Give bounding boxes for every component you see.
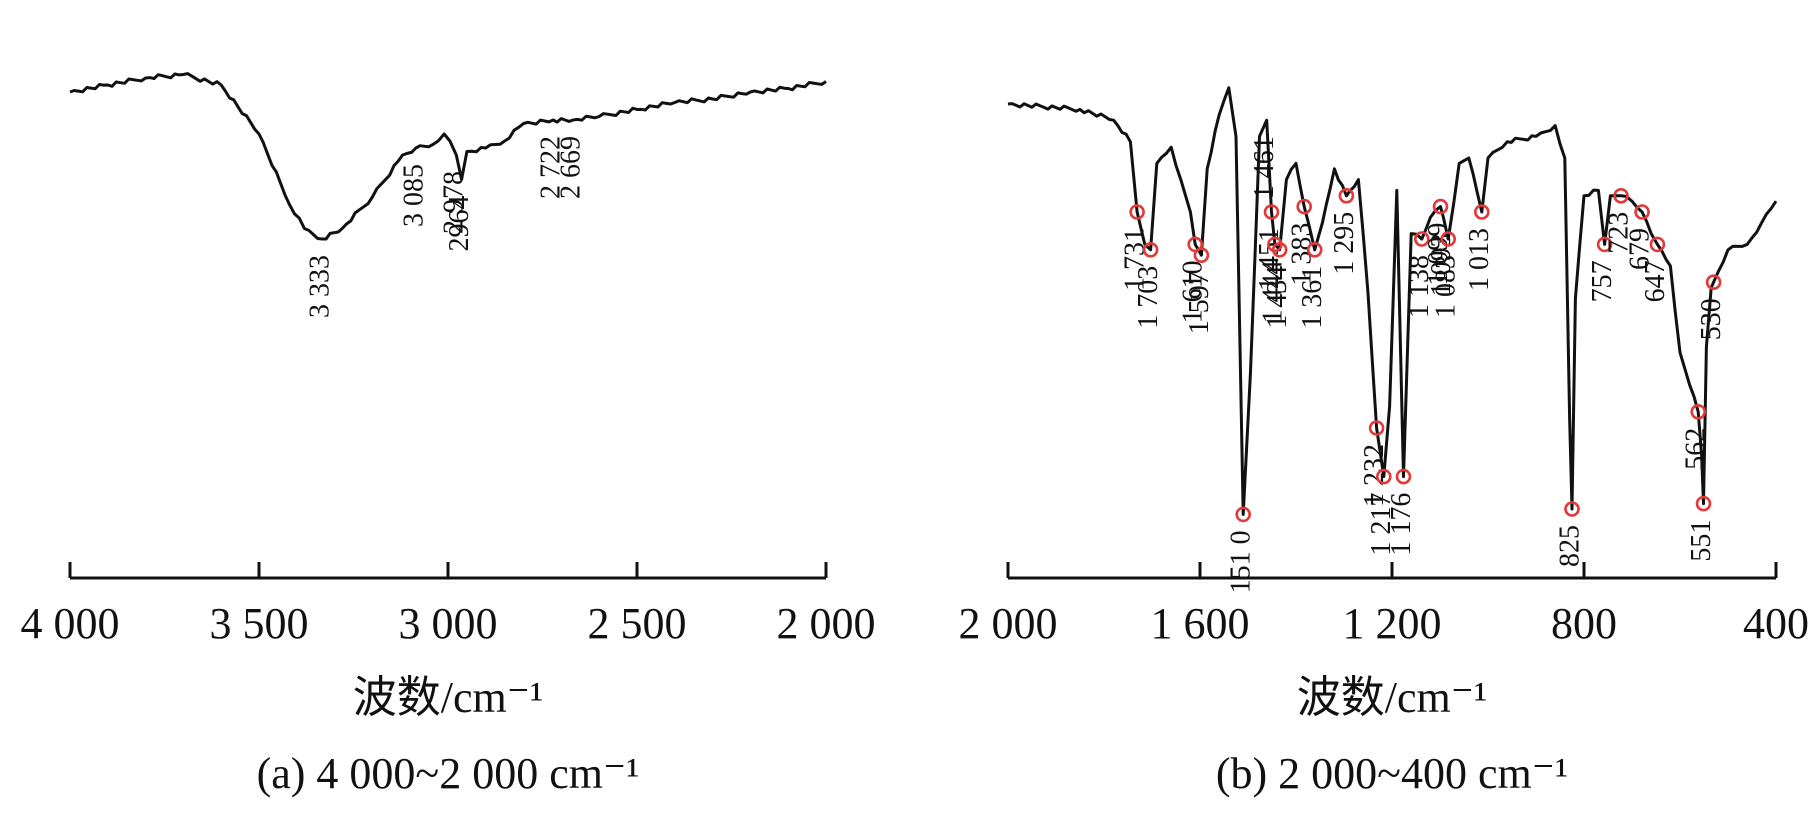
- peak-marker-1232: [1368, 420, 1385, 436]
- peak-marker-562: [1690, 403, 1706, 420]
- panel-a-x-axis-label: 波数/cm⁻¹: [353, 673, 543, 722]
- peak-label-1703: 1 703: [1133, 266, 1164, 329]
- peak-marker-825: [1564, 501, 1580, 517]
- peak-marker-551: [1695, 495, 1712, 512]
- x-tick-label-2000: 2 000: [777, 599, 876, 648]
- peak-label-2669: 2 669: [556, 136, 587, 199]
- peak-label-1013: 1 013: [1464, 228, 1495, 291]
- panel-b-x-axis-label: 波数/cm⁻¹: [1297, 673, 1487, 722]
- pa-series-0-line: [69, 72, 827, 241]
- peak-label-1083: 1 083: [1431, 255, 1462, 318]
- peak-marker-1383: [1296, 198, 1312, 215]
- peak-label-1383: 1 383: [1287, 223, 1318, 286]
- x-tick-label-4000: 4 000: [21, 599, 120, 648]
- peak-label-757: 757: [1587, 260, 1618, 302]
- peak-label-825: 825: [1554, 525, 1585, 567]
- x-tick-label-400: 400: [1743, 599, 1809, 648]
- peak-marker-1434: [1271, 242, 1288, 258]
- x-tick-label-1600: 1 600: [1151, 599, 1250, 648]
- peak-label-1176: 1 176: [1386, 493, 1417, 556]
- peak-label-3085: 3 085: [398, 164, 429, 227]
- peak-label-2964: 2964: [444, 196, 475, 252]
- x-tick-label-2000: 2 000: [959, 599, 1058, 648]
- peak-marker-1138: [1414, 231, 1430, 247]
- peak-label-723: 723: [1603, 212, 1634, 254]
- panel-a-caption: (a) 4 000~2 000 cm⁻¹: [257, 749, 640, 798]
- peak-label-1510: 151 0: [1226, 530, 1257, 593]
- peak-label-3333: 3 333: [305, 255, 336, 318]
- panel-a-x-ticks: 4 000 3 500 3 000 2 500 2 000: [21, 562, 876, 648]
- peak-label-1232: 1 232: [1359, 444, 1390, 507]
- peak-label-1597: 1 597: [1184, 271, 1215, 334]
- panel-b-x-ticks: 2 000 1 600 1 200 800 400: [959, 562, 1809, 648]
- x-tick-label-2500: 2 500: [588, 599, 687, 648]
- peak-marker-1099: [1432, 198, 1449, 215]
- peak-marker-530: [1705, 274, 1722, 291]
- peak-label-647: 647: [1640, 260, 1671, 302]
- peak-label-1217: 1 217: [1366, 493, 1397, 556]
- pb-series-0-line: [1007, 86, 1778, 516]
- peak-marker-1510: [1235, 506, 1251, 523]
- peak-marker-723: [1613, 188, 1629, 204]
- peak-marker-1295: [1338, 188, 1355, 204]
- peak-label-1731: 1 731: [1120, 228, 1151, 291]
- x-tick-label-1200: 1 200: [1343, 599, 1442, 648]
- peak-label-2722: 2 722: [536, 136, 567, 199]
- x-tick-label-3500: 3 500: [210, 599, 309, 648]
- peak-marker-1731: [1129, 204, 1145, 220]
- peak-label-1610: 1 610: [1178, 260, 1209, 323]
- peak-label-679: 679: [1625, 228, 1656, 270]
- peak-marker-647: [1649, 236, 1666, 253]
- peak-marker-679: [1634, 204, 1650, 220]
- peak-label-1434: 1 434: [1262, 266, 1293, 329]
- x-tick-label-3000: 3 000: [399, 599, 498, 648]
- peak-label-530: 530: [1696, 298, 1727, 340]
- peak-marker-757: [1596, 236, 1613, 253]
- peak-label-1361: 1 361: [1297, 266, 1328, 329]
- peak-marker-1597: [1193, 247, 1210, 263]
- peak-label-1138: 1 138: [1404, 255, 1435, 318]
- peak-label-1444: 1 444: [1257, 260, 1288, 323]
- peak-marker-1217: [1376, 468, 1392, 485]
- peak-label-562: 562: [1681, 428, 1712, 470]
- peak-marker-1013: [1474, 204, 1490, 220]
- peak-marker-1361: [1306, 242, 1323, 258]
- peak-marker-1176: [1395, 468, 1412, 485]
- peak-marker-1451: [1263, 204, 1280, 220]
- panel-b-caption: (b) 2 000~400 cm⁻¹: [1216, 749, 1568, 798]
- peak-marker-1703: [1142, 242, 1159, 258]
- peak-marker-1083: [1440, 231, 1456, 247]
- peak-label-551: 551: [1686, 520, 1717, 562]
- x-tick-label-800: 800: [1551, 599, 1617, 648]
- peak-label-1295: 1 295: [1329, 212, 1360, 275]
- peak-label-1461: 1 461: [1249, 136, 1280, 199]
- peak-label-2978: 2 978: [439, 171, 470, 234]
